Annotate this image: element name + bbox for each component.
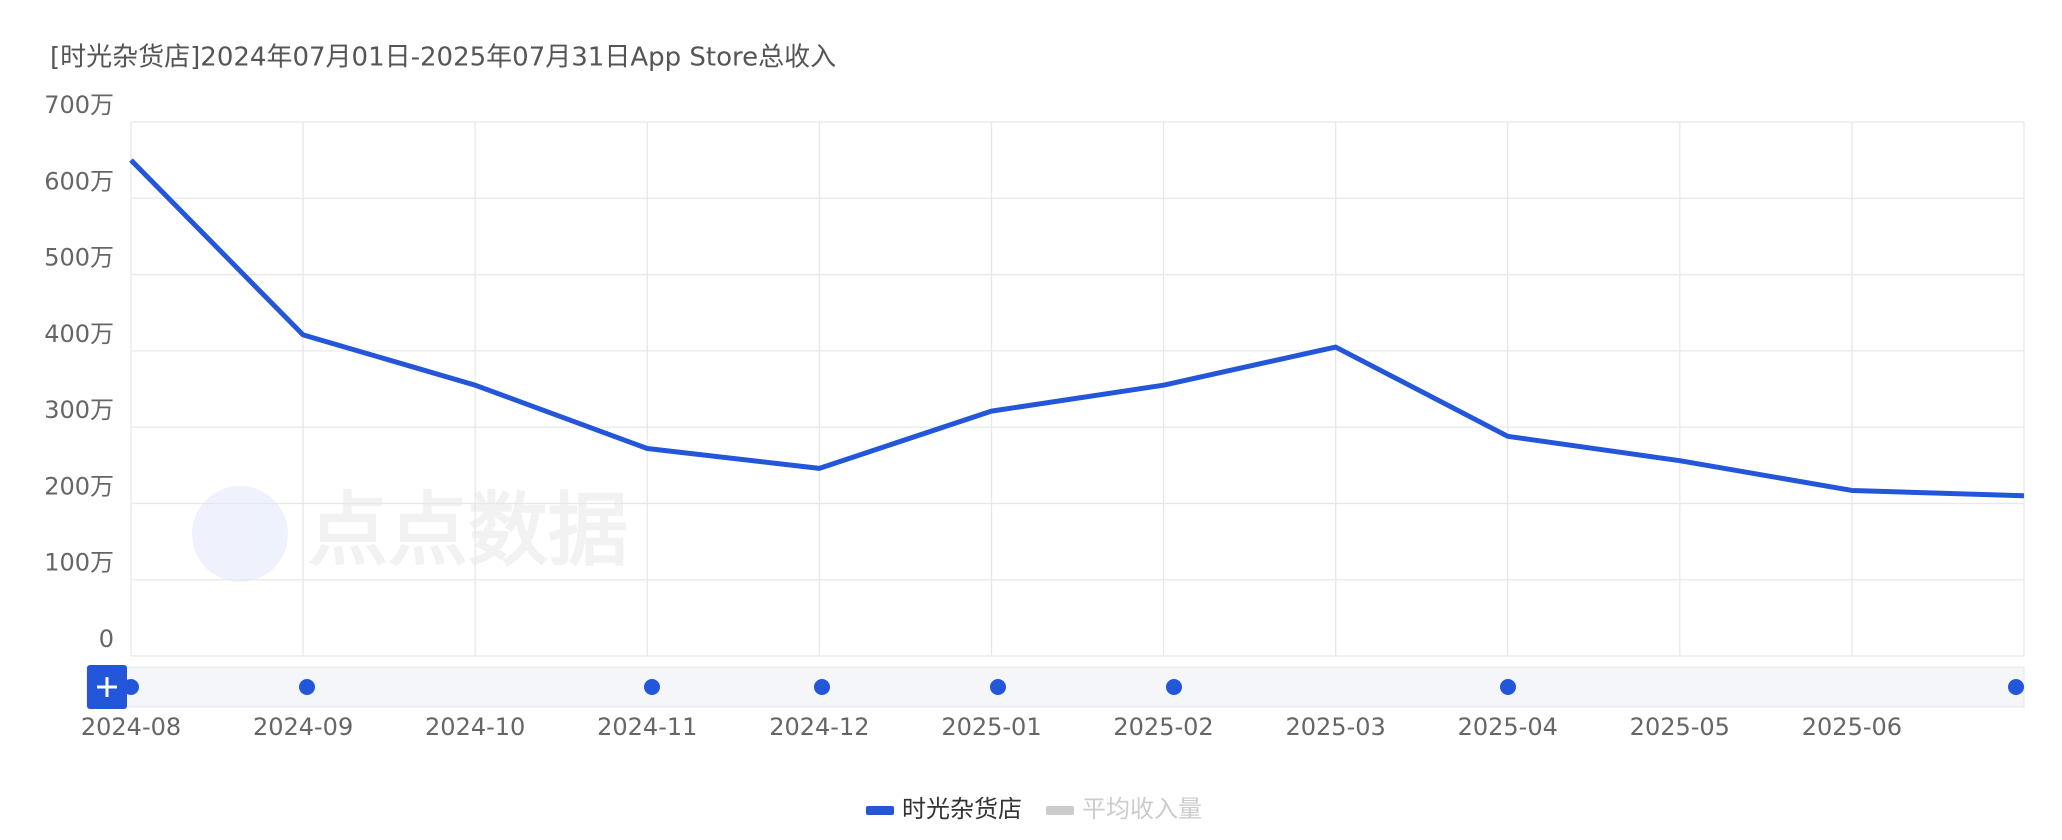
x-tick-label: 2024-08 bbox=[81, 713, 181, 741]
y-tick-label: 100万 bbox=[44, 549, 114, 577]
y-tick-label: 700万 bbox=[44, 91, 114, 119]
x-tick-label: 2025-05 bbox=[1630, 713, 1730, 741]
x-tick-label: 2025-03 bbox=[1285, 713, 1385, 741]
slider-dot bbox=[644, 679, 660, 695]
y-tick-label: 200万 bbox=[44, 472, 114, 500]
slider-dot bbox=[123, 679, 139, 695]
watermark: 点点数据 bbox=[192, 484, 628, 582]
x-tick-label: 2025-02 bbox=[1113, 713, 1213, 741]
x-tick-label: 2024-09 bbox=[253, 713, 353, 741]
y-tick-label: 500万 bbox=[44, 244, 114, 272]
legend-label[interactable]: 平均收入量 bbox=[1082, 795, 1202, 823]
slider-dot bbox=[814, 679, 830, 695]
slider-dot bbox=[2008, 679, 2024, 695]
y-tick-label: 400万 bbox=[44, 320, 114, 348]
watermark-text: 点点数据 bbox=[308, 484, 628, 577]
slider-dot bbox=[990, 679, 1006, 695]
legend-swatch bbox=[1046, 806, 1074, 815]
y-tick-label: 300万 bbox=[44, 396, 114, 424]
x-tick-label: 2025-06 bbox=[1802, 713, 1902, 741]
x-tick-label: 2025-01 bbox=[941, 713, 1041, 741]
x-tick-label: 2024-10 bbox=[425, 713, 525, 741]
legend-swatch bbox=[866, 806, 894, 815]
line-series bbox=[129, 158, 2025, 499]
slider-dot bbox=[299, 679, 315, 695]
slider-dot bbox=[1500, 679, 1516, 695]
y-tick-label: 600万 bbox=[44, 167, 114, 195]
plus-icon bbox=[97, 677, 117, 697]
range-slider[interactable] bbox=[86, 666, 2025, 708]
slider-dot bbox=[1166, 679, 1182, 695]
watermark-logo bbox=[192, 486, 288, 582]
chart-title: [时光杂货店]2024年07月01日-2025年07月31日App Store总… bbox=[50, 43, 836, 73]
legend-label[interactable]: 时光杂货店 bbox=[902, 795, 1022, 823]
y-tick-label: 0 bbox=[99, 625, 114, 653]
x-tick-label: 2024-12 bbox=[769, 713, 869, 741]
x-tick-label: 2025-04 bbox=[1458, 713, 1558, 741]
slider-dots bbox=[123, 679, 2024, 695]
x-tick-label: 2024-11 bbox=[597, 713, 697, 741]
